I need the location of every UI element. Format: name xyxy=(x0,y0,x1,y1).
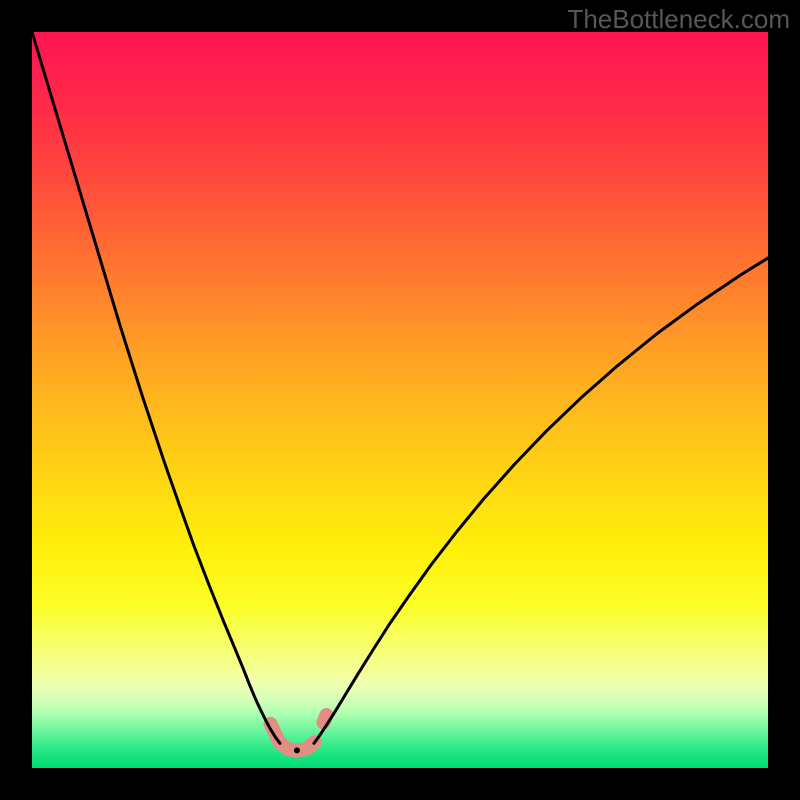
right-curve xyxy=(314,258,768,743)
left-curve xyxy=(32,32,280,743)
watermark-text: TheBottleneck.com xyxy=(567,4,790,35)
vertex-dot xyxy=(294,747,300,753)
curves-layer xyxy=(32,32,768,768)
bottom-marker xyxy=(270,715,326,750)
chart-container: TheBottleneck.com xyxy=(0,0,800,800)
plot-area xyxy=(32,32,768,768)
